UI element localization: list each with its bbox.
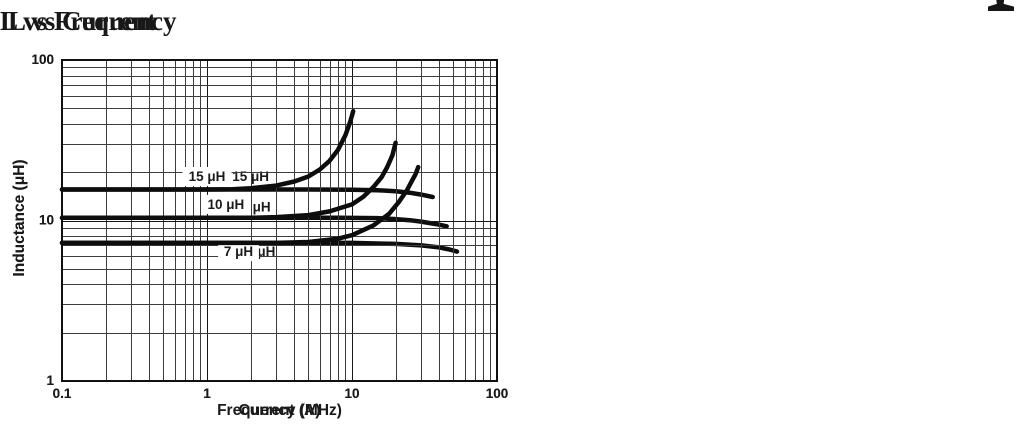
x-tick-label: 10: [344, 386, 359, 401]
curve-7uH: [59, 164, 421, 246]
curve-label-box: [201, 194, 251, 214]
curve-label-7uH: 7 μH: [218, 242, 259, 262]
y-tick-label: 100: [31, 52, 54, 67]
y-tick-label: 10: [39, 213, 54, 228]
y-tick-label: 100: [31, 52, 54, 67]
curve-label-box: [218, 242, 259, 262]
chart-title: L vs Frequency: [0, 6, 177, 36]
cropped-character-fragment: [988, 0, 1014, 11]
grid: [61, 59, 499, 383]
curve-label-text: 15 μH: [189, 169, 226, 184]
x-tick-label: 0.1: [53, 386, 72, 401]
x-tick-label: 100: [486, 386, 508, 401]
curve-label-15uH: 15 μH: [182, 166, 232, 186]
y-tick-label: 1: [46, 373, 54, 388]
plot-frame: [61, 59, 498, 382]
curve-10uH: [59, 140, 398, 221]
curve-label-text: 10 μH: [208, 197, 245, 212]
chart-title: L vs Current: [8, 6, 157, 36]
chart-l-vs-frequency: L vs Frequency Inductance (μH) 15 μH 10 μ…: [0, 0, 508, 447]
y-tick-label: 1: [46, 373, 54, 388]
x-tick-label: 10: [344, 386, 359, 401]
curve-label-box: [226, 166, 276, 186]
x-tick-label: 1: [203, 386, 211, 401]
curve-label-10uH: 10 μH: [201, 194, 251, 214]
x-tick-label: 0.1: [53, 386, 72, 401]
y-tick-label: 10: [39, 213, 54, 228]
x-tick-label: 1: [203, 386, 211, 401]
x-axis-label: Current (A): [238, 402, 321, 419]
x-axis-label: Frequency (MHz): [217, 402, 342, 419]
x-tick-label: 100: [486, 386, 509, 401]
curve-15uH: [59, 108, 356, 192]
curve-label-box: [182, 166, 232, 186]
curve-label-text: 7 μH: [224, 244, 253, 259]
